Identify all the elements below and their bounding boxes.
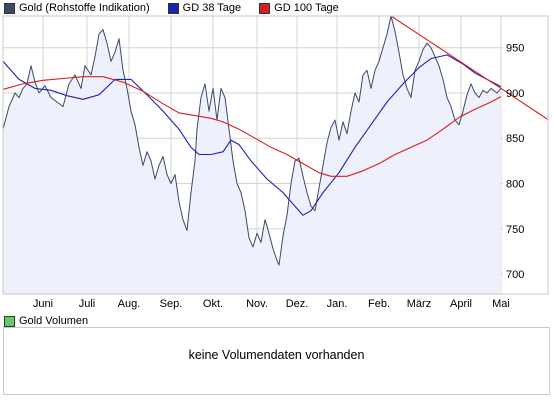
- trend-line: [390, 16, 548, 121]
- x-tick-label: Sep.: [160, 298, 183, 310]
- volume-panel: keine Volumendaten vorhanden: [3, 327, 550, 395]
- legend-item-gd38[interactable]: GD 38 Tage: [167, 2, 242, 14]
- y-tick-label: 700: [506, 269, 524, 281]
- price-chart: 700 750 800 850 900 950 Juni Juli Aug. Sep. Okt. No…: [2, 15, 549, 310]
- y-tick-label: 900: [506, 88, 524, 100]
- x-tick-label: Juni: [33, 298, 53, 310]
- volume-legend-label: Gold Volumen: [19, 315, 89, 327]
- price-area-fill: [3, 16, 501, 294]
- volume-legend-swatch: [4, 315, 15, 327]
- legend-swatch-gd100: [259, 2, 271, 14]
- x-tick-label: Aug.: [118, 298, 141, 310]
- y-tick-label: 950: [506, 43, 524, 55]
- plot-frame: [2, 15, 549, 295]
- legend: Gold (Rohstoffe Indikation) GD 38 Tage G…: [4, 1, 339, 15]
- y-tick-label: 750: [506, 224, 524, 236]
- series-line-gd38: [3, 54, 502, 216]
- x-tick-label: März: [407, 298, 431, 310]
- x-tick-label: Juli: [79, 298, 96, 310]
- x-tick-label: April: [450, 298, 472, 310]
- legend-item-gold[interactable]: Gold (Rohstoffe Indikation): [4, 2, 150, 14]
- legend-label-gd38: GD 38 Tage: [182, 2, 242, 14]
- legend-item-gd100[interactable]: GD 100 Tage: [259, 2, 339, 14]
- y-tick-label: 800: [506, 179, 524, 191]
- series-line-gold: [3, 16, 502, 266]
- legend-label-gold: Gold (Rohstoffe Indikation): [19, 2, 150, 14]
- volume-empty-message: keine Volumendaten vorhanden: [188, 348, 365, 362]
- x-tick-label: Jan.: [327, 298, 348, 310]
- series-line-gd100: [3, 76, 502, 177]
- volume-legend[interactable]: Gold Volumen: [4, 315, 88, 327]
- legend-swatch-gd38: [167, 2, 179, 14]
- x-tick-label: Nov.: [246, 298, 268, 310]
- legend-label-gd100: GD 100 Tage: [274, 2, 339, 14]
- x-tick-label: Dez.: [286, 298, 309, 310]
- y-tick-label: 850: [506, 133, 524, 145]
- legend-swatch-gold: [4, 2, 15, 14]
- x-tick-label: Feb.: [368, 298, 390, 310]
- x-tick-label: Mai: [492, 298, 510, 310]
- x-tick-label: Okt.: [203, 298, 223, 310]
